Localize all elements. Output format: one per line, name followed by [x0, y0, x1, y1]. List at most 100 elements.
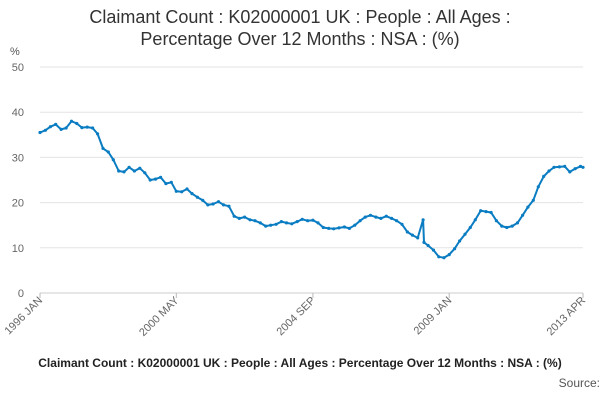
data-point[interactable]: [557, 165, 562, 169]
data-point[interactable]: [410, 233, 414, 237]
data-point[interactable]: [111, 158, 115, 162]
data-point[interactable]: [573, 167, 577, 171]
data-point[interactable]: [258, 221, 262, 225]
data-point[interactable]: [306, 219, 310, 223]
data-point[interactable]: [536, 185, 540, 189]
data-point[interactable]: [221, 203, 226, 207]
data-point[interactable]: [531, 198, 535, 202]
data-point[interactable]: [284, 221, 289, 225]
data-point[interactable]: [447, 253, 451, 257]
data-point[interactable]: [484, 210, 488, 214]
data-point[interactable]: [153, 177, 158, 181]
data-point[interactable]: [426, 243, 430, 248]
data-point[interactable]: [43, 128, 48, 132]
data-point[interactable]: [489, 210, 493, 215]
data-point[interactable]: [463, 232, 467, 236]
data-point[interactable]: [552, 165, 556, 169]
data-point[interactable]: [227, 204, 231, 208]
data-point[interactable]: [295, 220, 299, 224]
data-point[interactable]: [232, 214, 236, 218]
data-point[interactable]: [405, 230, 409, 234]
data-point[interactable]: [101, 146, 105, 150]
data-point[interactable]: [264, 224, 268, 228]
data-point[interactable]: [290, 222, 294, 226]
data-point[interactable]: [80, 126, 84, 130]
data-point[interactable]: [547, 169, 551, 173]
data-point[interactable]: [442, 256, 446, 260]
data-point[interactable]: [515, 221, 520, 225]
data-point[interactable]: [127, 165, 131, 169]
data-point[interactable]: [332, 227, 336, 231]
data-point[interactable]: [321, 225, 325, 230]
data-point[interactable]: [395, 219, 399, 223]
data-point[interactable]: [159, 175, 163, 179]
data-point[interactable]: [422, 240, 426, 244]
data-point[interactable]: [337, 226, 341, 230]
data-point[interactable]: [510, 224, 514, 228]
data-point[interactable]: [237, 216, 241, 220]
data-point[interactable]: [363, 215, 367, 219]
data-point[interactable]: [300, 217, 304, 221]
data-point[interactable]: [48, 125, 53, 129]
data-point[interactable]: [453, 247, 457, 251]
data-point[interactable]: [169, 180, 173, 184]
data-point[interactable]: [211, 202, 215, 206]
data-point[interactable]: [243, 215, 247, 219]
data-point[interactable]: [311, 218, 315, 222]
data-point[interactable]: [253, 219, 257, 223]
data-point[interactable]: [458, 239, 462, 243]
data-point[interactable]: [269, 223, 273, 227]
data-point[interactable]: [64, 126, 68, 130]
data-point[interactable]: [347, 226, 351, 230]
data-point[interactable]: [69, 119, 74, 123]
data-point[interactable]: [164, 182, 168, 186]
data-point[interactable]: [148, 178, 152, 182]
data-point[interactable]: [468, 225, 472, 230]
data-point[interactable]: [138, 166, 142, 170]
data-point[interactable]: [143, 171, 147, 175]
data-point[interactable]: [316, 221, 320, 225]
data-point[interactable]: [174, 189, 178, 193]
data-point[interactable]: [122, 170, 126, 174]
data-point[interactable]: [358, 219, 362, 223]
data-point[interactable]: [473, 218, 477, 222]
data-point[interactable]: [500, 224, 504, 228]
data-point[interactable]: [379, 216, 383, 220]
data-point[interactable]: [431, 248, 436, 252]
data-point[interactable]: [437, 255, 441, 259]
data-point[interactable]: [216, 200, 221, 204]
data-point[interactable]: [59, 127, 63, 131]
data-point[interactable]: [494, 219, 498, 223]
data-point[interactable]: [132, 169, 136, 173]
data-point[interactable]: [195, 195, 199, 199]
data-point[interactable]: [106, 150, 110, 154]
data-point[interactable]: [327, 226, 331, 230]
data-point[interactable]: [542, 174, 546, 178]
data-point[interactable]: [581, 165, 585, 169]
data-point[interactable]: [368, 213, 373, 217]
data-point[interactable]: [521, 213, 525, 217]
data-point[interactable]: [526, 205, 530, 209]
data-point[interactable]: [274, 222, 278, 226]
data-point[interactable]: [91, 126, 95, 130]
data-point[interactable]: [180, 190, 184, 194]
data-point[interactable]: [568, 170, 572, 174]
data-point[interactable]: [342, 225, 346, 229]
data-point[interactable]: [421, 218, 425, 222]
data-point[interactable]: [390, 216, 394, 220]
data-point[interactable]: [384, 214, 388, 218]
data-point[interactable]: [563, 164, 567, 168]
data-point[interactable]: [54, 122, 58, 126]
data-point[interactable]: [206, 203, 210, 207]
data-point[interactable]: [117, 169, 121, 173]
data-point[interactable]: [38, 130, 42, 135]
data-point[interactable]: [279, 220, 283, 224]
data-point[interactable]: [185, 187, 189, 191]
data-point[interactable]: [85, 125, 89, 129]
data-point[interactable]: [353, 223, 357, 227]
data-point[interactable]: [248, 218, 252, 222]
data-point[interactable]: [96, 132, 100, 136]
data-point[interactable]: [374, 215, 378, 219]
data-point[interactable]: [416, 236, 420, 240]
data-point[interactable]: [75, 121, 79, 126]
